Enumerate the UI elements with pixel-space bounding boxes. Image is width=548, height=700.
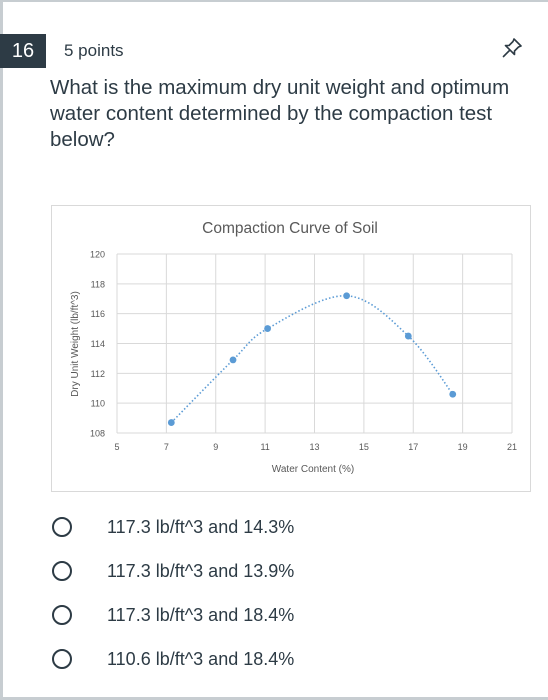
- question-text: What is the maximum dry unit weight and …: [50, 76, 510, 151]
- data-point: [343, 292, 350, 300]
- compaction-chart: 108 110 112 114 116 118 120 5 7 9 11 13 15 17 19 21 Co…: [51, 205, 531, 492]
- radio-button[interactable]: [52, 517, 72, 537]
- x-axis-label: Water Content (%): [272, 464, 354, 475]
- answer-label: 117.3 lb/ft^3 and 13.9%: [107, 560, 295, 581]
- answer-list: 117.3 lb/ft^3 and 14.3% 117.3 lb/ft^3 and…: [50, 505, 530, 681]
- data-point: [404, 332, 412, 340]
- x-tick-label: 13: [309, 442, 319, 452]
- frame-left-border: [0, 0, 3, 700]
- radio-button[interactable]: [52, 649, 72, 669]
- x-tick-label: 21: [507, 442, 517, 452]
- question-points: 5 points: [64, 41, 124, 60]
- x-tick-label: 19: [458, 442, 468, 452]
- x-tick-label: 15: [359, 442, 369, 452]
- y-tick-label: 120: [90, 250, 105, 260]
- answer-option[interactable]: 110.6 lb/ft^3 and 18.4%: [50, 637, 530, 681]
- answer-label: 110.6 lb/ft^3 and 18.4%: [107, 648, 295, 669]
- y-tick-label: 112: [91, 369, 105, 379]
- chart-svg: 108 110 112 114 116 118 120 5 7 9 11 13 15 17 19 21 Co…: [70, 220, 517, 475]
- radio-button[interactable]: [52, 605, 72, 625]
- answer-option[interactable]: 117.3 lb/ft^3 and 14.3%: [50, 505, 530, 549]
- y-axis-label: Dry Unit Weight (lb/ft^3): [70, 291, 81, 397]
- y-tick-label: 110: [91, 399, 105, 409]
- y-tick-label: 118: [91, 279, 105, 289]
- x-tick-label: 5: [114, 442, 119, 452]
- x-tick-label: 7: [164, 442, 169, 452]
- y-tick-label: 108: [90, 429, 105, 439]
- radio-button[interactable]: [52, 561, 72, 581]
- answer-label: 117.3 lb/ft^3 and 18.4%: [107, 604, 295, 625]
- x-tick-label: 17: [408, 442, 418, 452]
- frame-top-border: [0, 0, 548, 2]
- question-number-badge: 16: [0, 34, 46, 68]
- series-trend-line: [170, 294, 454, 424]
- data-point: [167, 419, 175, 426]
- pin-icon[interactable]: [500, 36, 524, 60]
- frame-bottom-border: [0, 697, 548, 700]
- x-tick-label: 11: [260, 442, 269, 452]
- data-point: [229, 356, 237, 364]
- x-tick-label: 9: [213, 442, 218, 452]
- answer-option[interactable]: 117.3 lb/ft^3 and 13.9%: [50, 549, 530, 593]
- y-tick-label: 114: [91, 339, 105, 349]
- answer-option[interactable]: 117.3 lb/ft^3 and 18.4%: [50, 593, 530, 637]
- data-point: [449, 390, 457, 398]
- chart-title: Compaction Curve of Soil: [202, 220, 378, 237]
- y-tick-label: 116: [91, 309, 105, 319]
- answer-label: 117.3 lb/ft^3 and 14.3%: [107, 516, 295, 537]
- data-point: [264, 325, 271, 332]
